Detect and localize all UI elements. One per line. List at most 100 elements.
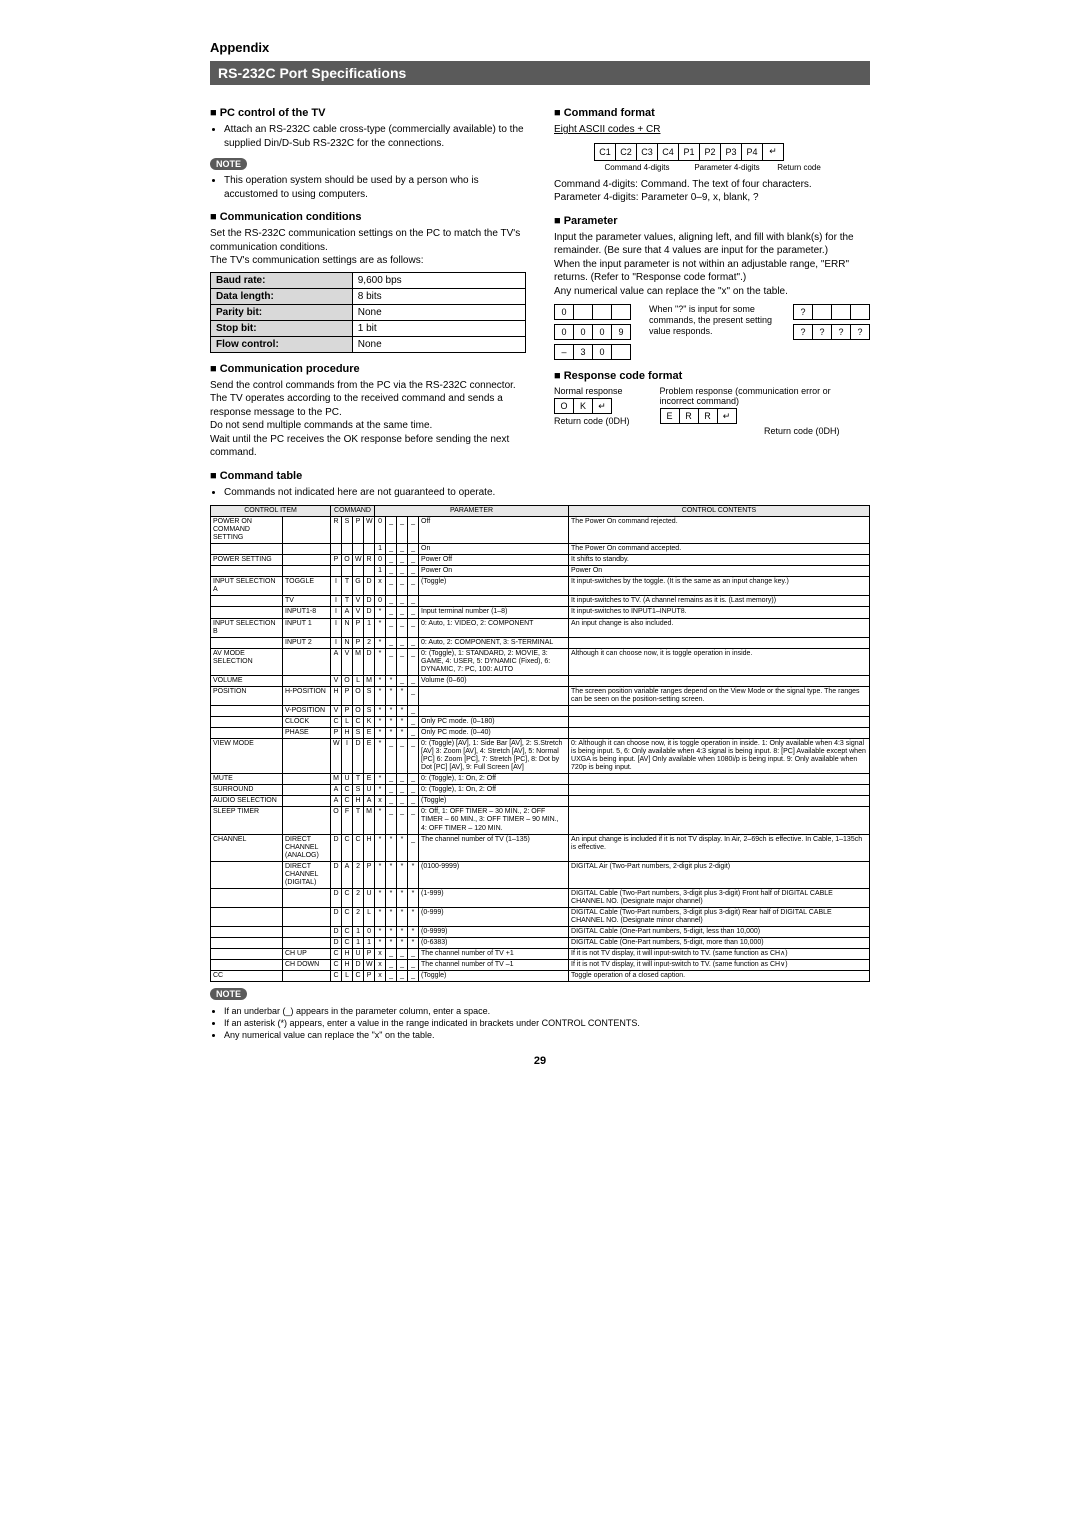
cmd-char: D xyxy=(331,888,342,907)
cmd-item2 xyxy=(283,566,331,577)
cmd-param-desc: 0: Off, 1: OFF TIMER – 30 MIN., 2: OFF T… xyxy=(419,807,569,834)
cmd-param-char: _ xyxy=(386,637,397,648)
cmd-item1: POWER SETTING xyxy=(211,555,283,566)
comm-cond-title: Communication conditions xyxy=(210,211,526,223)
cmd-item1 xyxy=(211,960,283,971)
cmd-char: O xyxy=(342,675,353,686)
cmd-param-char: * xyxy=(397,728,408,739)
hdr-parameter: PARAMETER xyxy=(375,506,569,517)
cmd-param-char: _ xyxy=(397,739,408,774)
cmd-char: N xyxy=(342,618,353,637)
cmd-row: DC10****(0-9999)DIGITAL Cable (One-Part … xyxy=(211,927,870,938)
cmd-param-desc: 0: (Toggle), 1: STANDARD, 2: MOVIE, 3: G… xyxy=(419,648,569,675)
param-cell: ? xyxy=(793,324,813,340)
cmd-char: A xyxy=(331,648,342,675)
left-column: PC control of the TV Attach an RS-232C c… xyxy=(210,97,526,460)
cmd-char: O xyxy=(331,807,342,834)
cmd-param-desc: (0-6383) xyxy=(419,938,569,949)
cmd-param-char: _ xyxy=(397,607,408,618)
cmd-param-desc: The channel number of TV (1–135) xyxy=(419,834,569,861)
comm-proc-title: Communication procedure xyxy=(210,363,526,375)
cmd-char: H xyxy=(342,949,353,960)
cmd-item2 xyxy=(283,927,331,938)
bottom-note-item: If an asterisk (*) appears, enter a valu… xyxy=(224,1018,870,1030)
cmd-param-char: * xyxy=(408,888,419,907)
param-cell xyxy=(812,304,832,320)
cmd-char: D xyxy=(364,648,375,675)
cmd-param-char: * xyxy=(397,888,408,907)
cmdfmt-desc1: Command 4-digits: Command. The text of f… xyxy=(554,178,870,192)
cmd-param-desc: 0: (Toggle) [AV], 1: Side Bar [AV], 2: S… xyxy=(419,739,569,774)
cmd-row: SLEEP TIMEROFTM*___0: Off, 1: OFF TIMER … xyxy=(211,807,870,834)
cmd-row: DC11****(0-6383)DIGITAL Cable (One-Part … xyxy=(211,938,870,949)
param-cell xyxy=(831,304,851,320)
cmd-param-char: * xyxy=(397,834,408,861)
cmd-char: I xyxy=(331,577,342,596)
cmd-control-contents: If it is not TV display, it will input-s… xyxy=(569,960,870,971)
cmd-char: V xyxy=(353,596,364,607)
cmd-char xyxy=(342,544,353,555)
cmd-row: SURROUNDACSU*___0: (Toggle), 1: On, 2: O… xyxy=(211,785,870,796)
cmd-char: O xyxy=(353,705,364,716)
cmd-char: I xyxy=(342,739,353,774)
rsp-problem-label: Problem response (communication error or… xyxy=(660,386,840,406)
cmd-char: D xyxy=(364,596,375,607)
cmd-char: H xyxy=(364,834,375,861)
cmd-param-char: * xyxy=(375,861,386,888)
cmd-item1 xyxy=(211,705,283,716)
cmd-char: 2 xyxy=(353,888,364,907)
cmd-char: K xyxy=(364,716,375,727)
cmd-param-char: _ xyxy=(386,960,397,971)
cmd-control-contents xyxy=(569,774,870,785)
cmd-param-char: _ xyxy=(386,949,397,960)
cmd-char: D xyxy=(331,938,342,949)
param-cell: ? xyxy=(831,324,851,340)
cmd-param-desc: Only PC mode. (0–180) xyxy=(419,716,569,727)
cmd-param-char: _ xyxy=(386,807,397,834)
cmdfmt-lbl-param: Parameter 4-digits xyxy=(684,163,770,172)
cmd-control-contents: It input-switches to TV. (A channel rema… xyxy=(569,596,870,607)
cmd-item2 xyxy=(283,517,331,544)
cmd-param-char: * xyxy=(375,927,386,938)
cmd-char: H xyxy=(342,960,353,971)
cmd-item1 xyxy=(211,728,283,739)
settings-label: Data length: xyxy=(211,288,353,304)
cmd-control-contents: The Power On command accepted. xyxy=(569,544,870,555)
param-cell: ? xyxy=(812,324,832,340)
cmd-char: T xyxy=(342,577,353,596)
cmd-table-intro: Commands not indicated here are not guar… xyxy=(224,486,870,500)
cmd-char: I xyxy=(331,637,342,648)
param-row: ? xyxy=(793,304,870,320)
cmd-item1 xyxy=(211,607,283,618)
cmd-row: INPUT 2INP2*___0: Auto, 2: COMPONENT, 3:… xyxy=(211,637,870,648)
cmd-param-char: _ xyxy=(397,971,408,982)
cmd-char: P xyxy=(364,971,375,982)
cmd-param-char: _ xyxy=(397,618,408,637)
cmd-param-char: * xyxy=(375,938,386,949)
cmd-param-char: _ xyxy=(408,960,419,971)
cmd-item2: CH DOWN xyxy=(283,960,331,971)
cmd-char xyxy=(331,566,342,577)
cmd-char: T xyxy=(353,774,364,785)
cmd-control-contents: 0: Although it can choose now, it is tog… xyxy=(569,739,870,774)
cmd-param-desc: Off xyxy=(419,517,569,544)
response-problem: Problem response (communication error or… xyxy=(660,386,840,436)
cmdfmt-cell: P4 xyxy=(741,143,763,161)
right-column: Command format Eight ASCII codes + CR C1… xyxy=(554,97,870,460)
settings-label: Flow control: xyxy=(211,336,353,352)
cmd-char: V xyxy=(342,648,353,675)
cmd-item2: CH UP xyxy=(283,949,331,960)
note1-list: This operation system should be used by … xyxy=(224,174,526,201)
cmd-char: W xyxy=(364,517,375,544)
cmd-item1: VIEW MODE xyxy=(211,739,283,774)
cmd-param-char: * xyxy=(375,785,386,796)
cmd-char: M xyxy=(331,774,342,785)
cmdfmt-cell: C4 xyxy=(657,143,679,161)
cmd-char: V xyxy=(331,675,342,686)
cmd-item2 xyxy=(283,907,331,926)
cmd-char: E xyxy=(364,774,375,785)
cmd-param-char: _ xyxy=(397,544,408,555)
cmd-param-desc xyxy=(419,596,569,607)
cmd-char: D xyxy=(353,960,364,971)
cmd-char: M xyxy=(353,648,364,675)
